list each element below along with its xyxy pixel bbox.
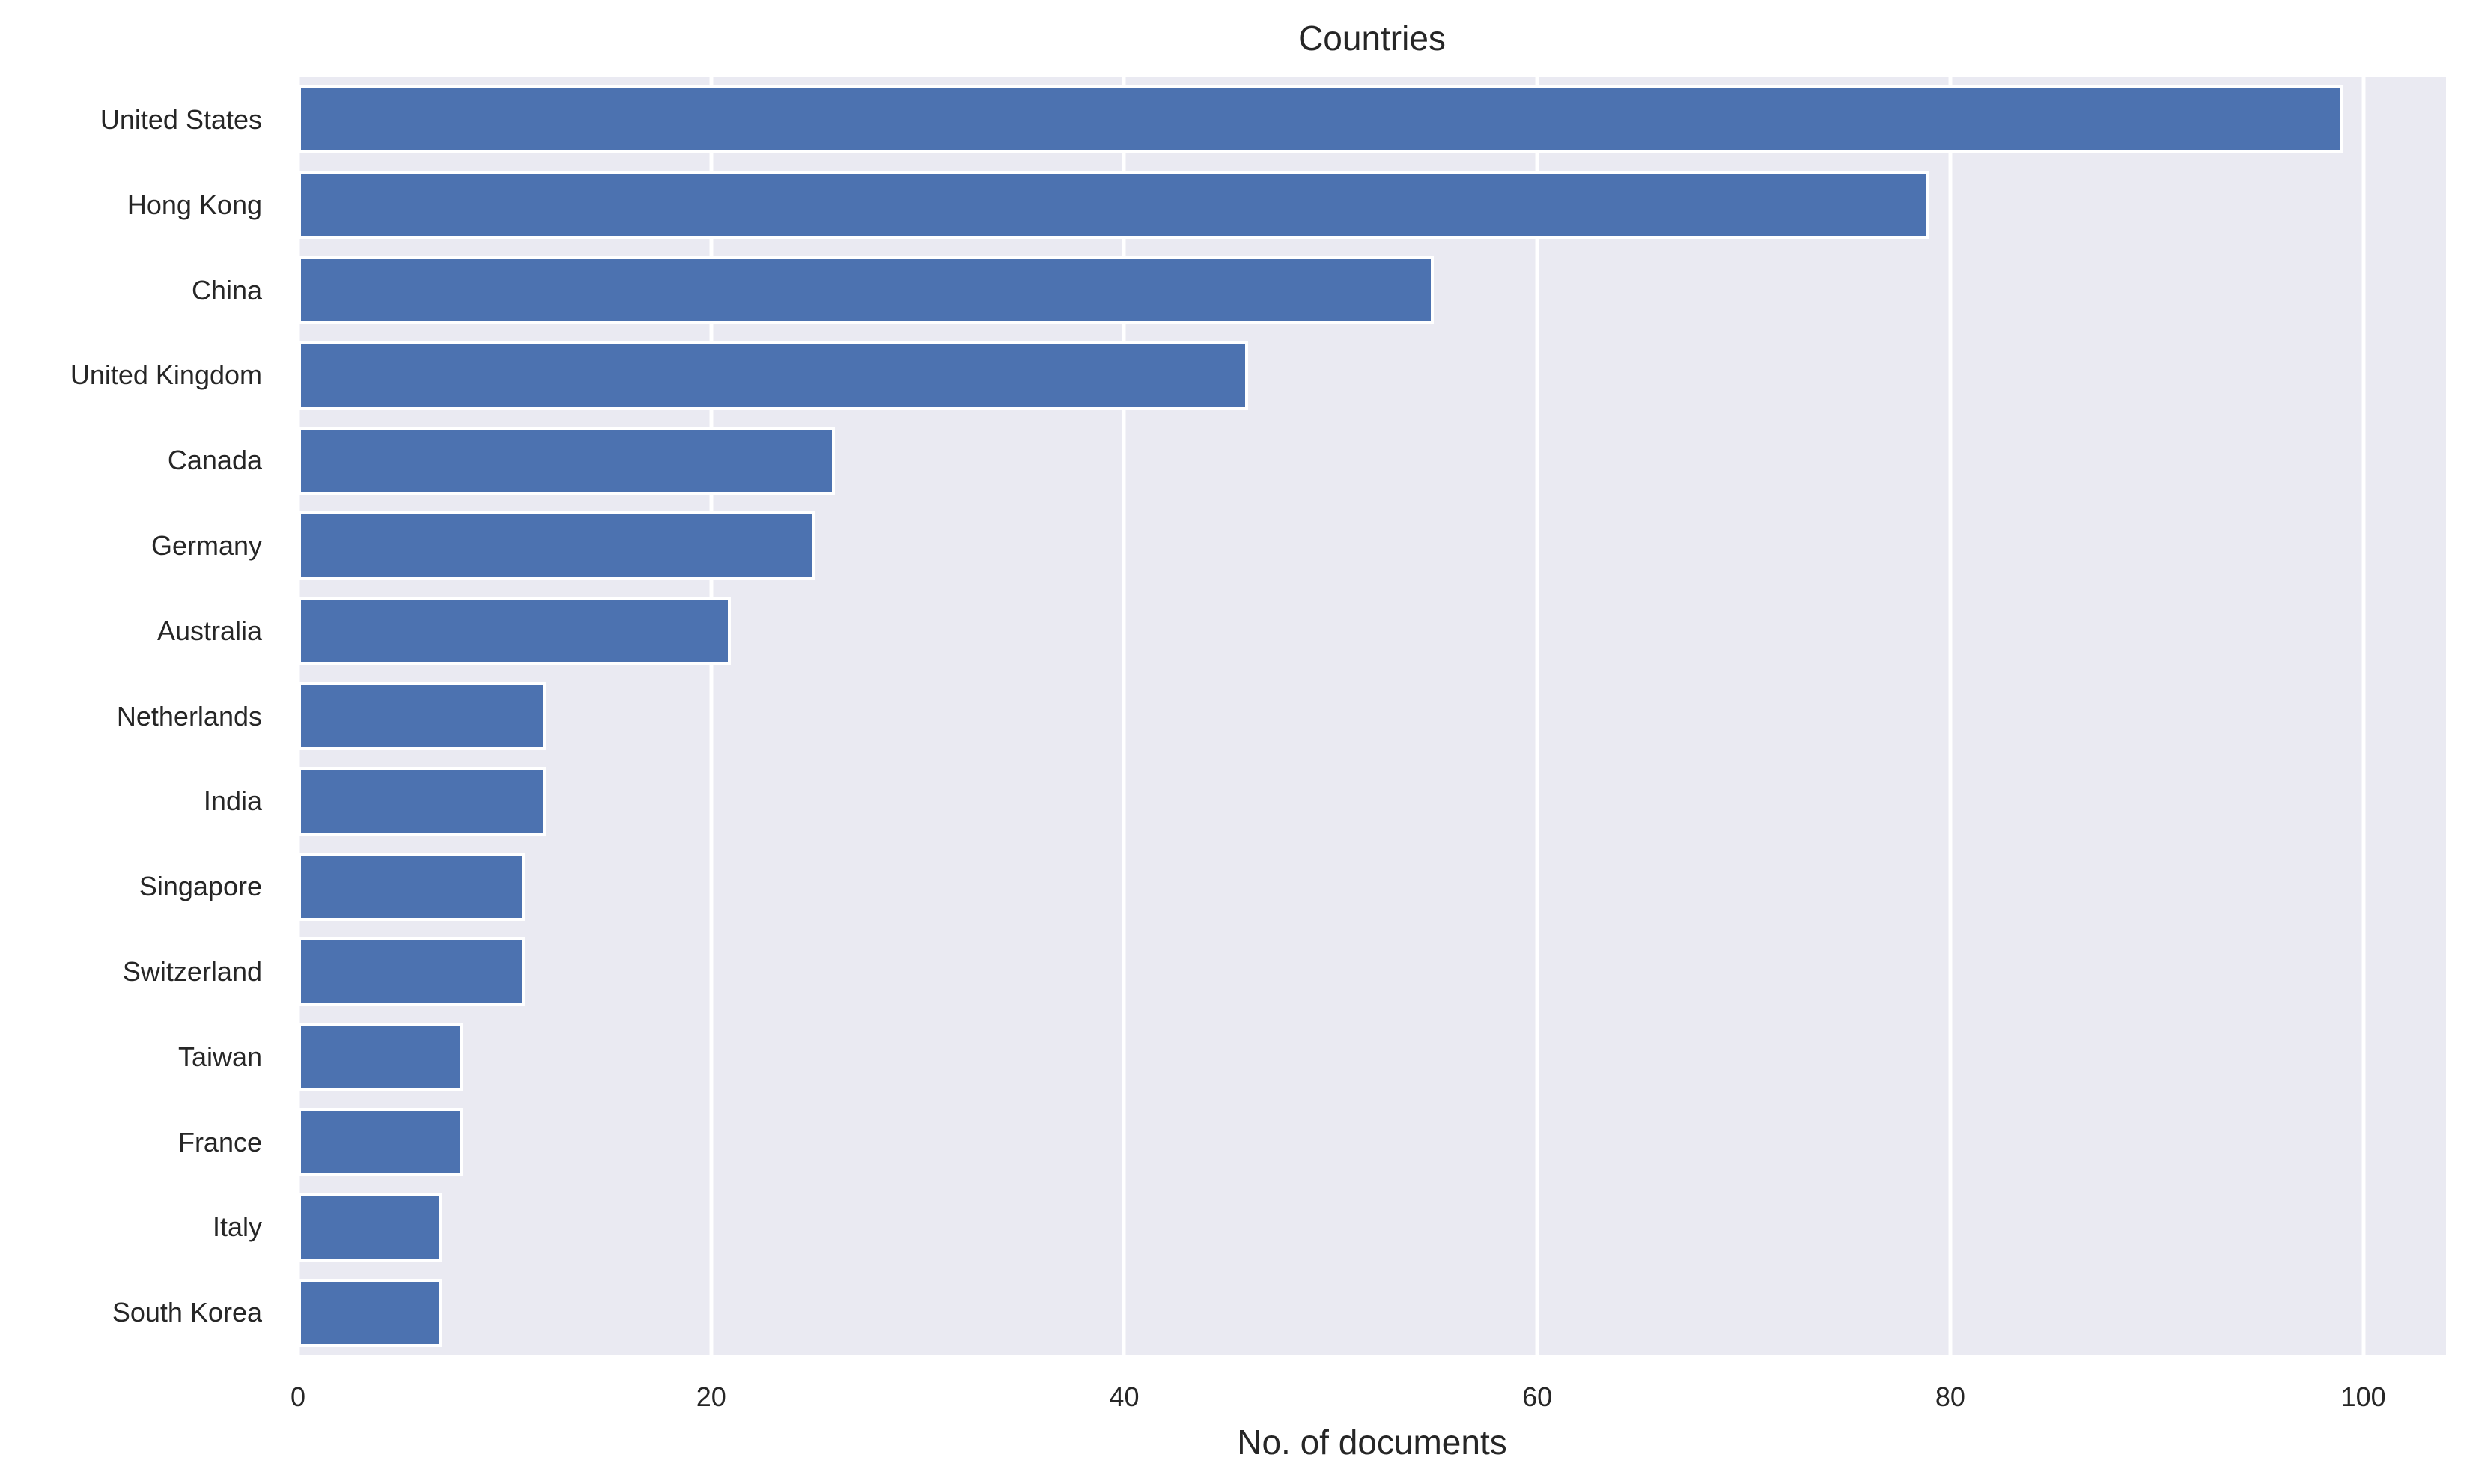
bar-france [298, 1107, 463, 1176]
bar-china [298, 255, 1435, 324]
x-axis-label: No. of documents [1237, 1423, 1507, 1462]
y-tick-label-france: France [177, 1126, 262, 1158]
x-tick-label-60: 60 [1522, 1381, 1553, 1412]
y-tick-label-south-korea: South Korea [112, 1297, 262, 1328]
chart-title: Countries [1298, 19, 1446, 58]
y-tick-label-singapore: Singapore [139, 871, 262, 902]
gridline-x-80 [1948, 77, 1953, 1355]
x-tick-label-100: 100 [2340, 1381, 2386, 1412]
bar-india [298, 767, 547, 836]
gridline-x-100 [2361, 77, 2366, 1355]
bar-south-korea [298, 1278, 443, 1347]
y-tick-label-united-kingdom: United Kingdom [70, 359, 262, 391]
bar-netherlands [298, 681, 547, 750]
y-tick-label-netherlands: Netherlands [116, 700, 262, 732]
bar-germany [298, 511, 815, 580]
gridline-x-60 [1535, 77, 1539, 1355]
y-tick-label-india: India [203, 785, 262, 817]
bar-hong-kong [298, 171, 1930, 240]
bar-united-kingdom [298, 341, 1248, 410]
y-tick-label-italy: Italy [212, 1211, 262, 1243]
gridline-x-20 [709, 77, 714, 1355]
bar-singapore [298, 852, 526, 921]
bar-italy [298, 1193, 443, 1262]
y-tick-label-taiwan: Taiwan [177, 1041, 262, 1072]
bar-canada [298, 426, 836, 495]
y-tick-label-canada: Canada [167, 445, 262, 476]
plot-area [296, 77, 2446, 1355]
y-tick-label-australia: Australia [156, 615, 262, 646]
x-tick-label-80: 80 [1935, 1381, 1965, 1412]
y-tick-label-hong-kong: Hong Kong [127, 189, 262, 220]
bar-taiwan [298, 1023, 463, 1092]
gridline-x-40 [1122, 77, 1126, 1355]
x-tick-label-0: 0 [290, 1381, 306, 1412]
x-tick-label-40: 40 [1109, 1381, 1140, 1412]
y-tick-label-united-states: United States [100, 103, 262, 135]
bar-united-states [298, 85, 2343, 154]
bar-switzerland [298, 937, 526, 1006]
y-tick-label-switzerland: Switzerland [122, 955, 262, 987]
y-axis-labels: United States Hong Kong China United Kingdo… [0, 77, 262, 1355]
y-tick-label-china: China [191, 274, 262, 305]
y-tick-label-germany: Germany [150, 529, 262, 561]
x-axis-ticks: 0 20 40 60 80 100 [290, 1381, 2446, 1421]
x-tick-label-20: 20 [696, 1381, 726, 1412]
bar-australia [298, 597, 732, 666]
